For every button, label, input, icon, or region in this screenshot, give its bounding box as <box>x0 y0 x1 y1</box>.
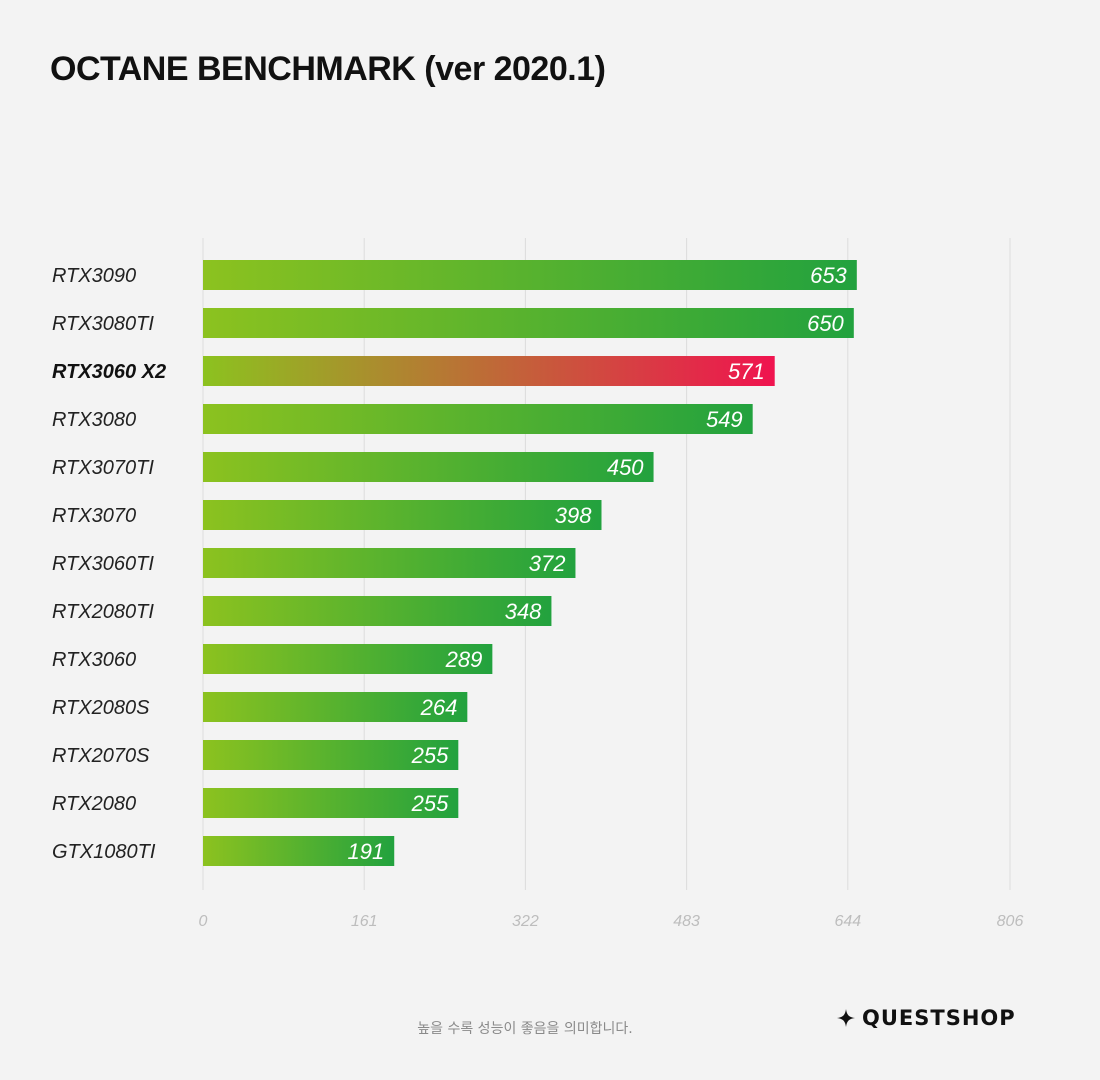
bar-value-label: 571 <box>728 359 765 384</box>
bar <box>203 308 854 338</box>
x-tick-label: 483 <box>673 913 700 930</box>
category-label: RTX3080 <box>52 409 136 431</box>
bar-group: 450 <box>203 452 654 482</box>
bars: 653 650 571 549 450 398 372 348 289 264 255 255 191 <box>203 260 857 866</box>
category-label: RTX2080 <box>52 793 136 815</box>
category-label: RTX3090 <box>52 265 136 287</box>
bar-group: 255 <box>203 740 459 770</box>
bar <box>203 692 468 722</box>
bar <box>203 644 493 674</box>
bar-group: 398 <box>203 500 602 530</box>
bar-value-label: 372 <box>529 551 566 576</box>
bar-group: 348 <box>203 596 552 626</box>
category-label: RTX3060TI <box>52 553 154 575</box>
category-label: RTX2070S <box>52 745 150 767</box>
brand-name: QUESTSHOP <box>862 1006 1016 1030</box>
bar <box>203 740 459 770</box>
bar-value-label: 398 <box>555 503 592 528</box>
bar <box>203 788 459 818</box>
category-label: RTX3060 <box>52 649 136 671</box>
bar-group: 289 <box>203 644 493 674</box>
bar-value-label: 348 <box>505 599 542 624</box>
bar-group: 650 <box>203 308 854 338</box>
bar-group: 571 <box>203 356 775 386</box>
category-label: GTX1080TI <box>52 841 156 863</box>
bar-highlight <box>203 356 775 386</box>
category-label: RTX3070 <box>52 505 136 527</box>
x-tick-label: 0 <box>199 913 208 930</box>
bar-value-label: 653 <box>810 263 847 288</box>
bar <box>203 452 654 482</box>
bar <box>203 596 552 626</box>
bar-value-label: 255 <box>411 791 449 816</box>
brand-logo: QUESTSHOP <box>836 1006 1016 1030</box>
bar-group: 255 <box>203 788 459 818</box>
category-label: RTX3060 X2 <box>52 361 166 383</box>
x-tick-label: 644 <box>834 913 861 930</box>
x-tick-label: 806 <box>997 913 1024 930</box>
bar-group: 191 <box>203 836 395 866</box>
bar <box>203 260 857 290</box>
category-label: RTX3080TI <box>52 313 154 335</box>
chart-title: OCTANE BENCHMARK (ver 2020.1) <box>50 50 606 88</box>
bar-group: 549 <box>203 404 753 434</box>
bar-group: 264 <box>203 692 468 722</box>
bar <box>203 500 602 530</box>
bar-value-label: 255 <box>411 743 449 768</box>
footnote: 높을 수록 성능이 좋음을 의미합니다. <box>417 1021 633 1037</box>
bar-value-label: 289 <box>445 647 483 672</box>
x-axis-ticks: 0 161 322 483 644 806 <box>199 913 1024 930</box>
bar-value-label: 264 <box>420 695 458 720</box>
bar-value-label: 650 <box>807 311 844 336</box>
x-tick-label: 322 <box>512 913 539 930</box>
bar <box>203 836 395 866</box>
x-tick-label: 161 <box>351 913 378 930</box>
bar-group: 372 <box>203 548 576 578</box>
bar-value-label: 191 <box>348 839 385 864</box>
bar-value-label: 549 <box>706 407 743 432</box>
bar-group: 653 <box>203 260 857 290</box>
bar-value-label: 450 <box>607 455 644 480</box>
category-labels: RTX3090 RTX3080TI RTX3060 X2 RTX3080 RTX3070… <box>52 265 166 863</box>
category-label: RTX3070TI <box>52 457 154 479</box>
sparkle-star-icon <box>837 1009 855 1027</box>
bar <box>203 404 753 434</box>
bar <box>203 548 576 578</box>
bar-chart: 653650571549450398372348289264255255191 … <box>52 238 1024 930</box>
category-label: RTX2080S <box>52 697 150 719</box>
category-label: RTX2080TI <box>52 601 154 623</box>
